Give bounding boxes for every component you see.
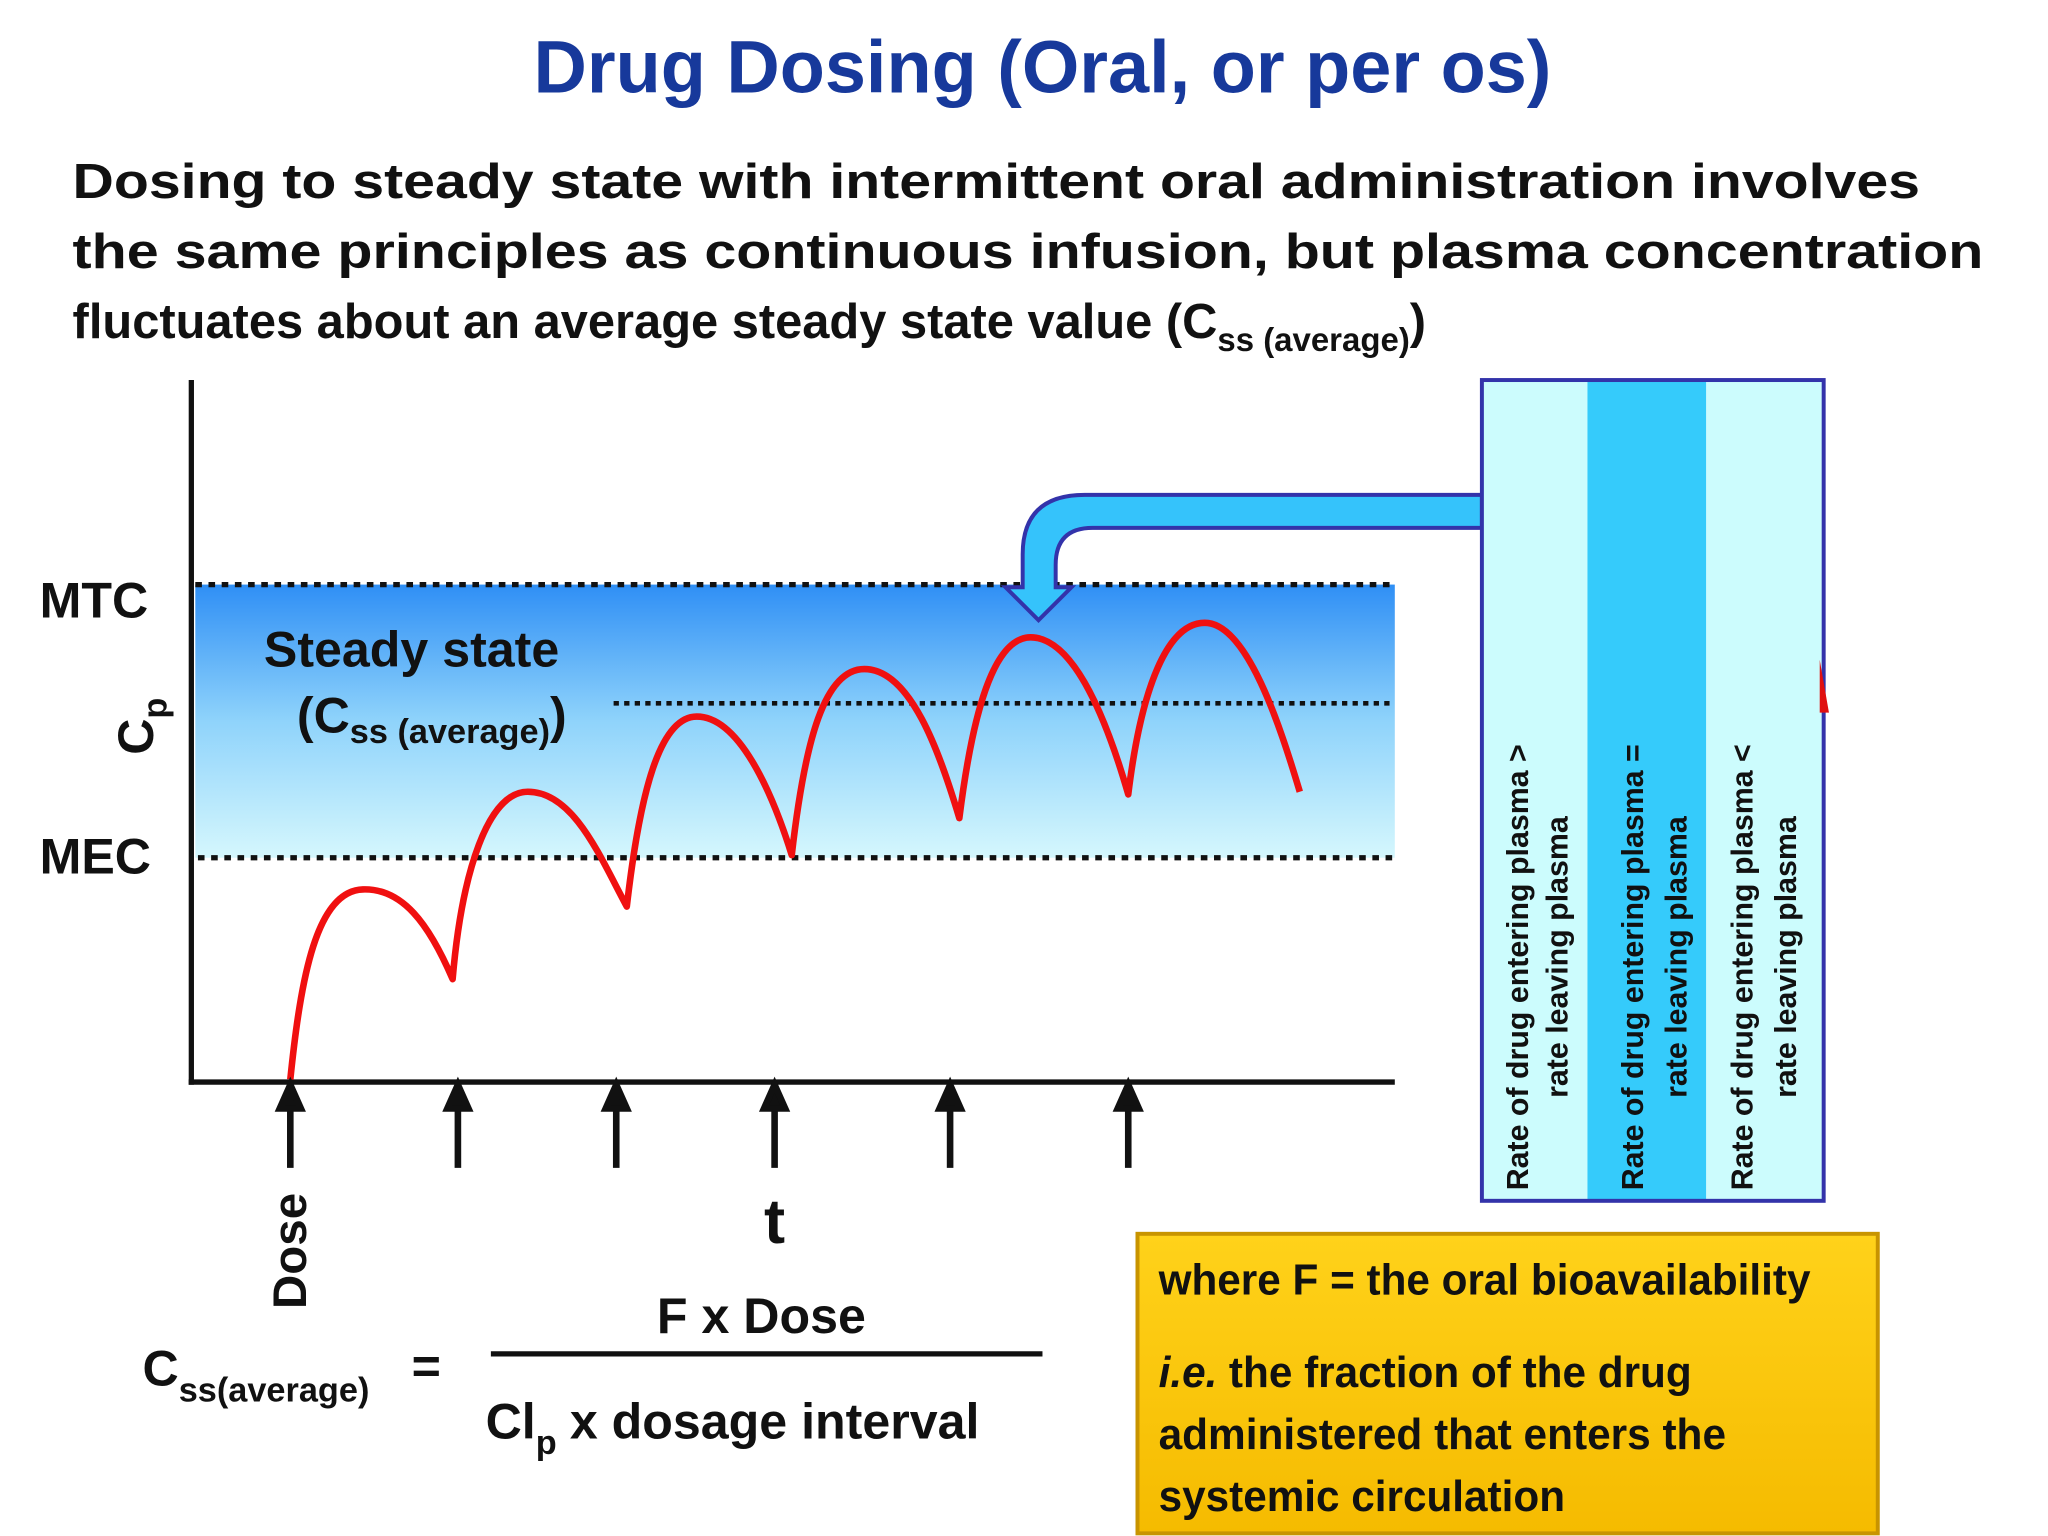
arrow-head <box>934 1076 966 1112</box>
panel-text: Rate of drug entering plasma > rate leav… <box>1502 744 1803 1190</box>
arrow-head <box>1112 1076 1144 1112</box>
arrow-head <box>274 1076 306 1112</box>
panel-column <box>1481 380 1588 1201</box>
denominator-subscript: p <box>536 1424 557 1462</box>
intro-text: fluctuates about an average steady state… <box>73 295 1218 349</box>
note-line: i.e. the fraction of the drug <box>1159 1349 1692 1397</box>
note-line: administered that enters the <box>1159 1411 1726 1459</box>
intro-line: the same principles as continuous infusi… <box>73 225 1984 279</box>
formula-equals: = <box>412 1338 441 1394</box>
pointer-arrow <box>1000 492 1484 624</box>
panel-border <box>1479 378 1826 1203</box>
panel-line: rate leaving plasma <box>1770 815 1803 1098</box>
y-axis-subscript: p <box>136 698 174 719</box>
panel-line: rate leaving plasma <box>1542 815 1575 1098</box>
denominator-cl: Cl <box>486 1393 536 1449</box>
arrow-head <box>758 1076 791 1112</box>
css-subscript: ss (average) <box>350 713 550 751</box>
intro-line: fluctuates about an average steady state… <box>73 295 1427 358</box>
steady-state-label: Steady state <box>264 621 559 677</box>
arrow-head <box>600 1076 632 1112</box>
x-axis-label: t <box>764 1187 785 1257</box>
arrow-head <box>442 1076 474 1112</box>
note-text: where F = the oral bioavailability i.e. t… <box>1158 1257 1811 1521</box>
dose-label: Dose <box>264 1193 317 1309</box>
intro-subscript: ss (average) <box>1217 321 1409 358</box>
note-line: where F = the oral bioavailability <box>1158 1257 1811 1305</box>
title: Drug Dosing (Oral, or per os) <box>534 25 1552 108</box>
css-prefix: (C <box>297 687 350 743</box>
panel-line: rate leaving plasma <box>1660 815 1693 1098</box>
panel-line: Rate of drug entering plasma > <box>1502 744 1535 1190</box>
intro-close: ) <box>1410 295 1426 349</box>
concentration-curve <box>287 619 1303 1080</box>
panel-line: Rate of drug entering plasma = <box>1617 744 1650 1190</box>
dose-arrows <box>274 1076 1144 1168</box>
formula-denominator: Clp x dosage interval <box>486 1393 980 1462</box>
mtc-label: MTC <box>40 573 149 629</box>
panel-column <box>1706 380 1824 1201</box>
y-axis-text: C <box>108 719 164 755</box>
formula-subscript: ss(average) <box>179 1371 370 1409</box>
panel-column <box>1587 380 1707 1201</box>
formula-c: C <box>143 1341 179 1397</box>
css-close: ) <box>550 687 567 743</box>
note-line: systemic circulation <box>1159 1473 1565 1521</box>
steady-state-css: (Css (average)) <box>297 687 567 751</box>
note-italic: i.e. <box>1159 1349 1218 1397</box>
formula-lhs: Css(average) <box>143 1341 370 1410</box>
note-box <box>1135 1231 1880 1536</box>
red-mark <box>1819 659 1829 713</box>
panel-line: Rate of drug entering plasma < <box>1726 744 1759 1190</box>
note-rest: the fraction of the drug <box>1229 1349 1692 1397</box>
y-axis-label: Cp <box>108 698 174 755</box>
intro-line: Dosing to steady state with intermittent… <box>73 155 1920 209</box>
mec-label: MEC <box>40 829 151 885</box>
denominator-rest: x dosage interval <box>570 1393 980 1449</box>
formula-numerator: F x Dose <box>657 1288 866 1344</box>
